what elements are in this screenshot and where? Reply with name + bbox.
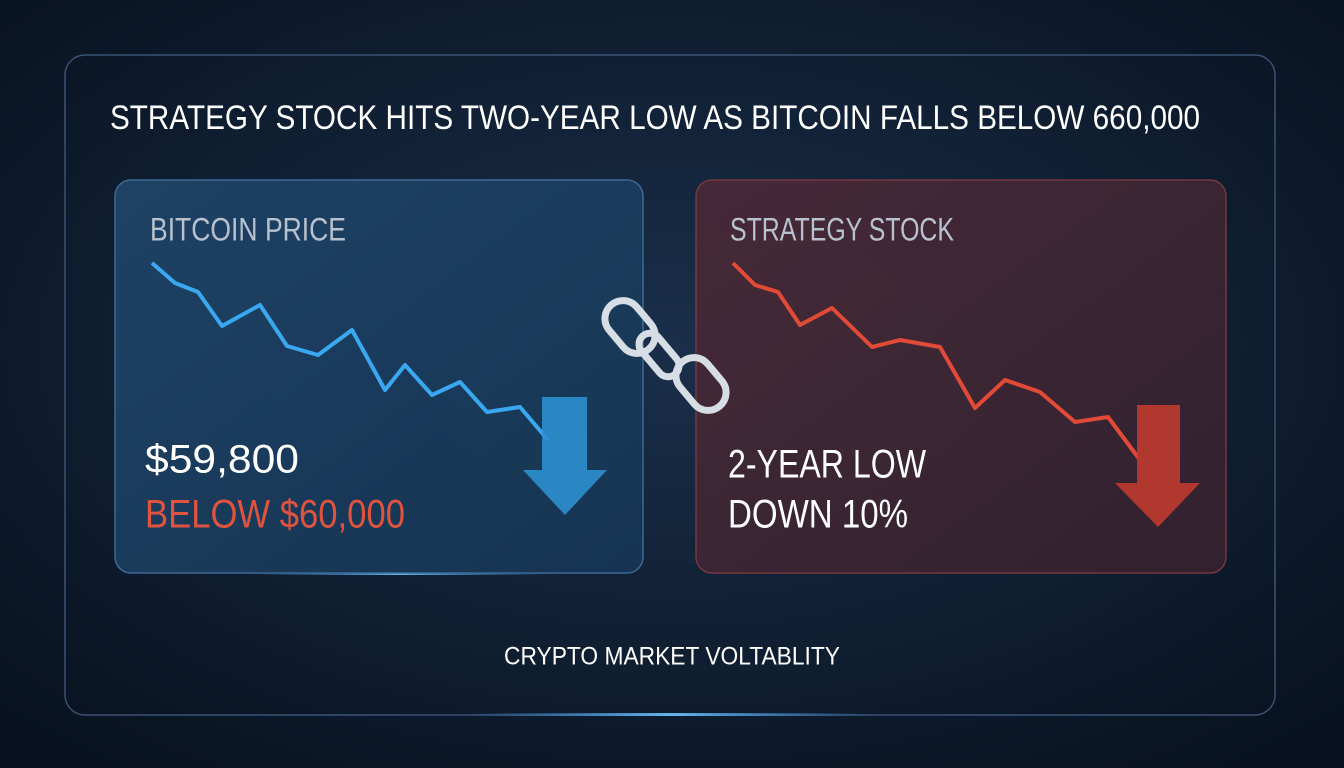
glow xyxy=(250,573,550,575)
card xyxy=(695,179,1227,574)
trend-line xyxy=(731,261,1142,462)
card-label: STRATEGY STOCK xyxy=(730,211,954,247)
glow xyxy=(470,713,870,716)
down-arrow xyxy=(1115,405,1200,527)
card-value: $59,800 xyxy=(145,438,299,482)
down-arrow xyxy=(523,397,607,515)
card-note: BELOW $60,000 xyxy=(145,493,405,537)
card-value: 2-YEAR LOW xyxy=(728,443,926,487)
card-label: BITCOIN PRICE xyxy=(150,211,346,247)
footer: CRYPTO MARKET VOLTABLITY xyxy=(504,643,840,671)
trend-line xyxy=(150,261,550,442)
chain-icon xyxy=(601,297,730,414)
title: STRATEGY STOCK HITS TWO-YEAR LOW AS BITC… xyxy=(110,99,1200,137)
card-note: DOWN 10% xyxy=(728,493,908,537)
